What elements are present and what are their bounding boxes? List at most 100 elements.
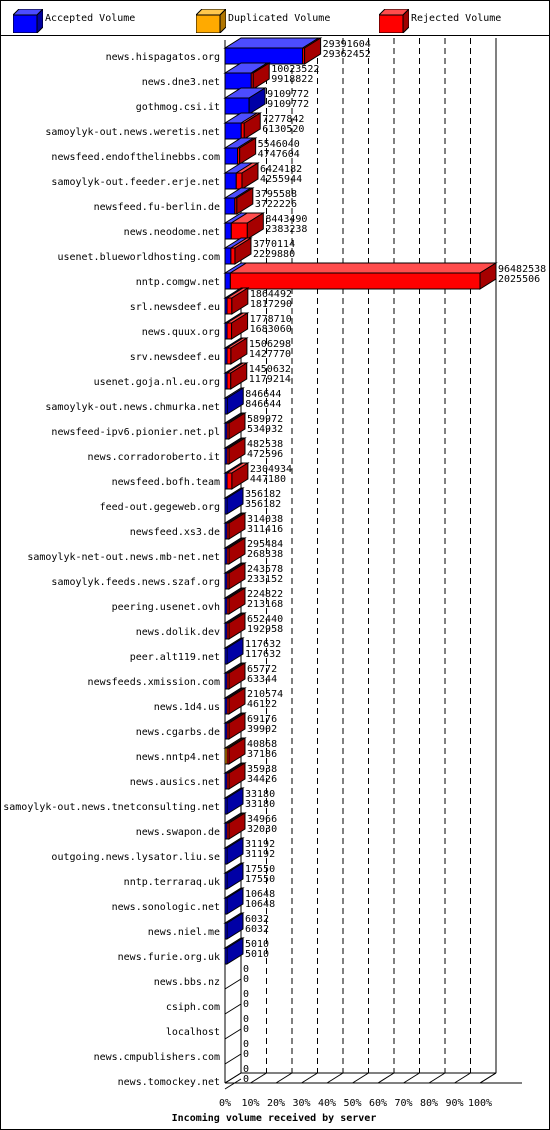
value-label-accepted: 268338 bbox=[247, 549, 283, 560]
value-label-accepted: 846644 bbox=[245, 399, 281, 410]
bar-rejected-side bbox=[252, 62, 270, 90]
bar-rejected-side bbox=[228, 737, 246, 765]
x-tick-label: 50% bbox=[343, 1098, 361, 1109]
bar-rejected-side bbox=[228, 812, 246, 840]
value-label-accepted: 9109772 bbox=[267, 99, 309, 110]
bar-rejected-side bbox=[241, 162, 259, 190]
bar-rejected-side bbox=[246, 212, 264, 240]
value-label-accepted: 2229880 bbox=[253, 249, 295, 260]
value-label-accepted: 2383238 bbox=[265, 224, 307, 235]
value-label-accepted: 5010 bbox=[245, 949, 269, 960]
value-label-total: 482538 bbox=[247, 439, 283, 450]
x-tick-mark bbox=[454, 1072, 471, 1084]
value-label-total: 69176 bbox=[247, 714, 277, 725]
server-label: csiph.com bbox=[166, 1002, 220, 1013]
value-label-total: 7277842 bbox=[262, 114, 304, 125]
server-label: nntp.terraraq.uk bbox=[124, 877, 220, 888]
x-tick-mark bbox=[250, 1072, 267, 1084]
x-tick-label: 60% bbox=[369, 1098, 387, 1109]
value-label-total: 243578 bbox=[247, 564, 283, 575]
value-label-total: 1864492 bbox=[250, 289, 292, 300]
server-label: news.cmpublishers.com bbox=[94, 1052, 220, 1063]
server-label: newsfeed.xs3.de bbox=[130, 527, 220, 538]
value-label-total: 40868 bbox=[247, 739, 277, 750]
value-label-total: 224822 bbox=[247, 589, 283, 600]
value-label-accepted: 233152 bbox=[247, 574, 283, 585]
bar-accepted-side bbox=[248, 87, 266, 115]
server-label: gothmog.csi.it bbox=[136, 102, 220, 113]
legend: Accepted Volume Duplicated Volume Reject… bbox=[1, 1, 549, 36]
bar-rejected-front bbox=[230, 247, 236, 265]
value-label-accepted: 63344 bbox=[247, 674, 277, 685]
rejected-swatch bbox=[379, 9, 409, 33]
bar-rejected-side bbox=[243, 112, 261, 140]
server-label: news.hispagatos.org bbox=[106, 52, 220, 63]
value-label-accepted: 34426 bbox=[247, 774, 277, 785]
value-label-accepted: 17550 bbox=[245, 874, 275, 885]
bar-empty bbox=[224, 1003, 242, 1015]
server-label: newsfeed.bofh.team bbox=[112, 477, 220, 488]
bar-rejected-side bbox=[228, 537, 246, 565]
bar-accepted-front bbox=[224, 72, 252, 90]
bar-rejected-side bbox=[228, 612, 246, 640]
x-tick-mark bbox=[377, 1072, 395, 1084]
bar-accepted-front bbox=[224, 272, 231, 290]
server-label: samoylyk-out.news.tnetconsulting.net bbox=[3, 802, 220, 813]
server-label: news.swapon.de bbox=[136, 827, 220, 838]
server-label: news.furie.org.uk bbox=[118, 952, 220, 963]
value-label-total: 652440 bbox=[247, 614, 283, 625]
bar-accepted-front bbox=[224, 122, 242, 140]
value-label-accepted: 31192 bbox=[245, 849, 275, 860]
server-label: peering.usenet.ovh bbox=[112, 602, 220, 613]
server-label: newsfeed.endofthelinebbs.com bbox=[51, 152, 220, 163]
server-label: news.bbs.nz bbox=[154, 977, 220, 988]
bar-rejected-side bbox=[228, 562, 246, 590]
bar-rejected-side bbox=[228, 712, 246, 740]
value-label-total: 1506298 bbox=[249, 339, 291, 350]
bar-rejected-front bbox=[235, 172, 243, 190]
value-label-total: 3795588 bbox=[255, 189, 297, 200]
server-label: news.quux.org bbox=[142, 327, 220, 338]
bar-rejected-front bbox=[226, 322, 233, 340]
bar-accepted-front bbox=[224, 197, 236, 215]
x-tick-label: 40% bbox=[318, 1098, 336, 1109]
value-label-accepted: 10648 bbox=[245, 899, 275, 910]
bar-accepted-side bbox=[226, 937, 244, 965]
value-label-accepted: 46122 bbox=[247, 699, 277, 710]
value-label-accepted: 0 bbox=[243, 974, 249, 985]
bar-rejected-front bbox=[226, 372, 232, 390]
value-label-total: 34966 bbox=[247, 814, 277, 825]
value-label-total: 96482538 bbox=[498, 264, 546, 275]
value-label-accepted: 29362452 bbox=[323, 49, 371, 60]
bar-rejected-side bbox=[234, 237, 252, 265]
server-label: samoylyk.feeds.news.szaf.org bbox=[51, 577, 220, 588]
bar-accepted-side bbox=[226, 387, 244, 415]
value-label-accepted: 0 bbox=[243, 1024, 249, 1035]
x-tick-label: 0% bbox=[219, 1098, 231, 1109]
bar-empty bbox=[224, 1028, 242, 1040]
server-label: news.neodome.net bbox=[124, 227, 220, 238]
value-label-total: 589972 bbox=[247, 414, 283, 425]
bar-rejected-front bbox=[226, 472, 233, 490]
value-label-total: 10023522 bbox=[271, 64, 319, 75]
bar-rejected-side bbox=[228, 687, 246, 715]
value-label-accepted: 534932 bbox=[247, 424, 283, 435]
value-label-total: 1450632 bbox=[249, 364, 291, 375]
bar-accepted-front bbox=[224, 147, 239, 165]
bar-empty bbox=[224, 1053, 242, 1065]
x-tick-label: 70% bbox=[394, 1098, 412, 1109]
value-label-total: 314038 bbox=[247, 514, 283, 525]
bar-rejected-front bbox=[226, 347, 232, 365]
value-label-total: 356182 bbox=[245, 489, 281, 500]
value-label-accepted: 213168 bbox=[247, 599, 283, 610]
value-label-accepted: 39902 bbox=[247, 724, 277, 735]
x-axis-label: Incoming volume received by server bbox=[172, 1112, 377, 1124]
bar-empty bbox=[224, 1078, 242, 1090]
bar-rejected-side bbox=[239, 137, 257, 165]
value-label-accepted: 192958 bbox=[247, 624, 283, 635]
value-label-total: 0 bbox=[243, 1039, 249, 1050]
server-label: usenet.blueworldhosting.com bbox=[57, 252, 220, 263]
bar-accepted-side bbox=[226, 487, 244, 515]
bar-accepted-front bbox=[224, 97, 250, 115]
legend-label-rejected: Rejected Volume bbox=[411, 13, 502, 24]
